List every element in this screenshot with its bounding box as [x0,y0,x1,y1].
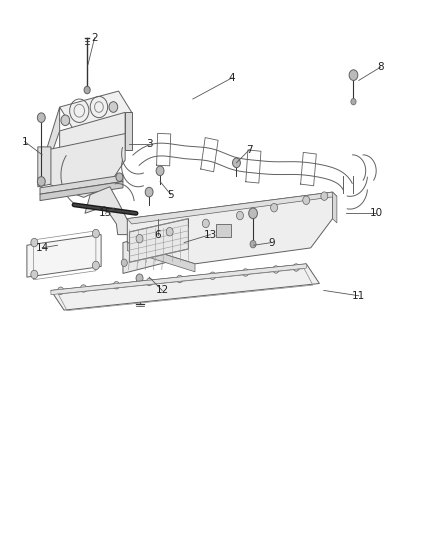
Text: 9: 9 [268,238,275,247]
Polygon shape [51,264,306,295]
Text: 13: 13 [204,230,217,240]
Text: 12: 12 [155,286,169,295]
Circle shape [37,176,45,186]
Ellipse shape [240,208,268,229]
Polygon shape [130,219,188,262]
Text: 14: 14 [35,243,49,253]
Ellipse shape [196,214,224,234]
Circle shape [113,281,120,289]
Ellipse shape [297,200,315,212]
Circle shape [146,278,152,286]
Circle shape [81,285,87,292]
Circle shape [92,261,99,270]
Circle shape [121,259,127,266]
Circle shape [243,269,249,276]
Circle shape [250,240,256,248]
Polygon shape [127,192,337,224]
Polygon shape [40,181,123,200]
Polygon shape [49,134,125,197]
Circle shape [177,275,183,282]
Circle shape [271,204,278,212]
Ellipse shape [202,218,219,230]
Circle shape [109,102,118,112]
Polygon shape [27,235,101,277]
Polygon shape [162,227,180,254]
Circle shape [31,238,38,247]
Text: 8: 8 [377,62,384,72]
Circle shape [321,192,328,200]
Text: 11: 11 [352,290,365,301]
Circle shape [145,187,153,197]
Circle shape [61,115,70,126]
Polygon shape [125,112,132,150]
Polygon shape [60,112,125,168]
Text: 7: 7 [246,144,253,155]
Circle shape [58,287,64,294]
Polygon shape [332,192,337,223]
Ellipse shape [283,199,312,219]
Polygon shape [46,107,60,168]
Text: 2: 2 [91,33,98,43]
Circle shape [237,211,244,220]
Circle shape [202,219,209,228]
Circle shape [209,272,215,279]
Polygon shape [123,230,171,273]
Polygon shape [85,187,130,235]
Polygon shape [215,224,231,237]
Circle shape [116,173,123,181]
Circle shape [293,264,299,271]
Circle shape [156,166,164,175]
Circle shape [273,266,279,273]
Circle shape [165,249,171,257]
Circle shape [233,158,240,167]
Circle shape [37,113,45,123]
Polygon shape [51,264,319,310]
Circle shape [136,235,143,243]
Text: 10: 10 [370,208,383,219]
Text: 4: 4 [229,73,235,83]
Circle shape [303,196,310,205]
Circle shape [136,274,143,282]
Circle shape [31,270,38,279]
Text: 3: 3 [146,139,152,149]
Ellipse shape [246,213,262,224]
Ellipse shape [293,197,319,216]
Circle shape [166,228,173,236]
Polygon shape [127,192,332,264]
Circle shape [349,70,358,80]
Polygon shape [127,243,195,272]
Circle shape [249,208,258,219]
Ellipse shape [158,221,175,232]
Text: 5: 5 [168,190,174,200]
Circle shape [351,99,356,105]
Circle shape [84,86,90,94]
Text: 15: 15 [99,208,112,219]
Polygon shape [38,147,51,187]
Polygon shape [40,175,123,194]
Polygon shape [60,91,132,128]
Ellipse shape [289,203,306,215]
Text: 6: 6 [155,230,161,240]
Ellipse shape [152,216,181,237]
Circle shape [92,229,99,238]
Text: 1: 1 [21,136,28,147]
